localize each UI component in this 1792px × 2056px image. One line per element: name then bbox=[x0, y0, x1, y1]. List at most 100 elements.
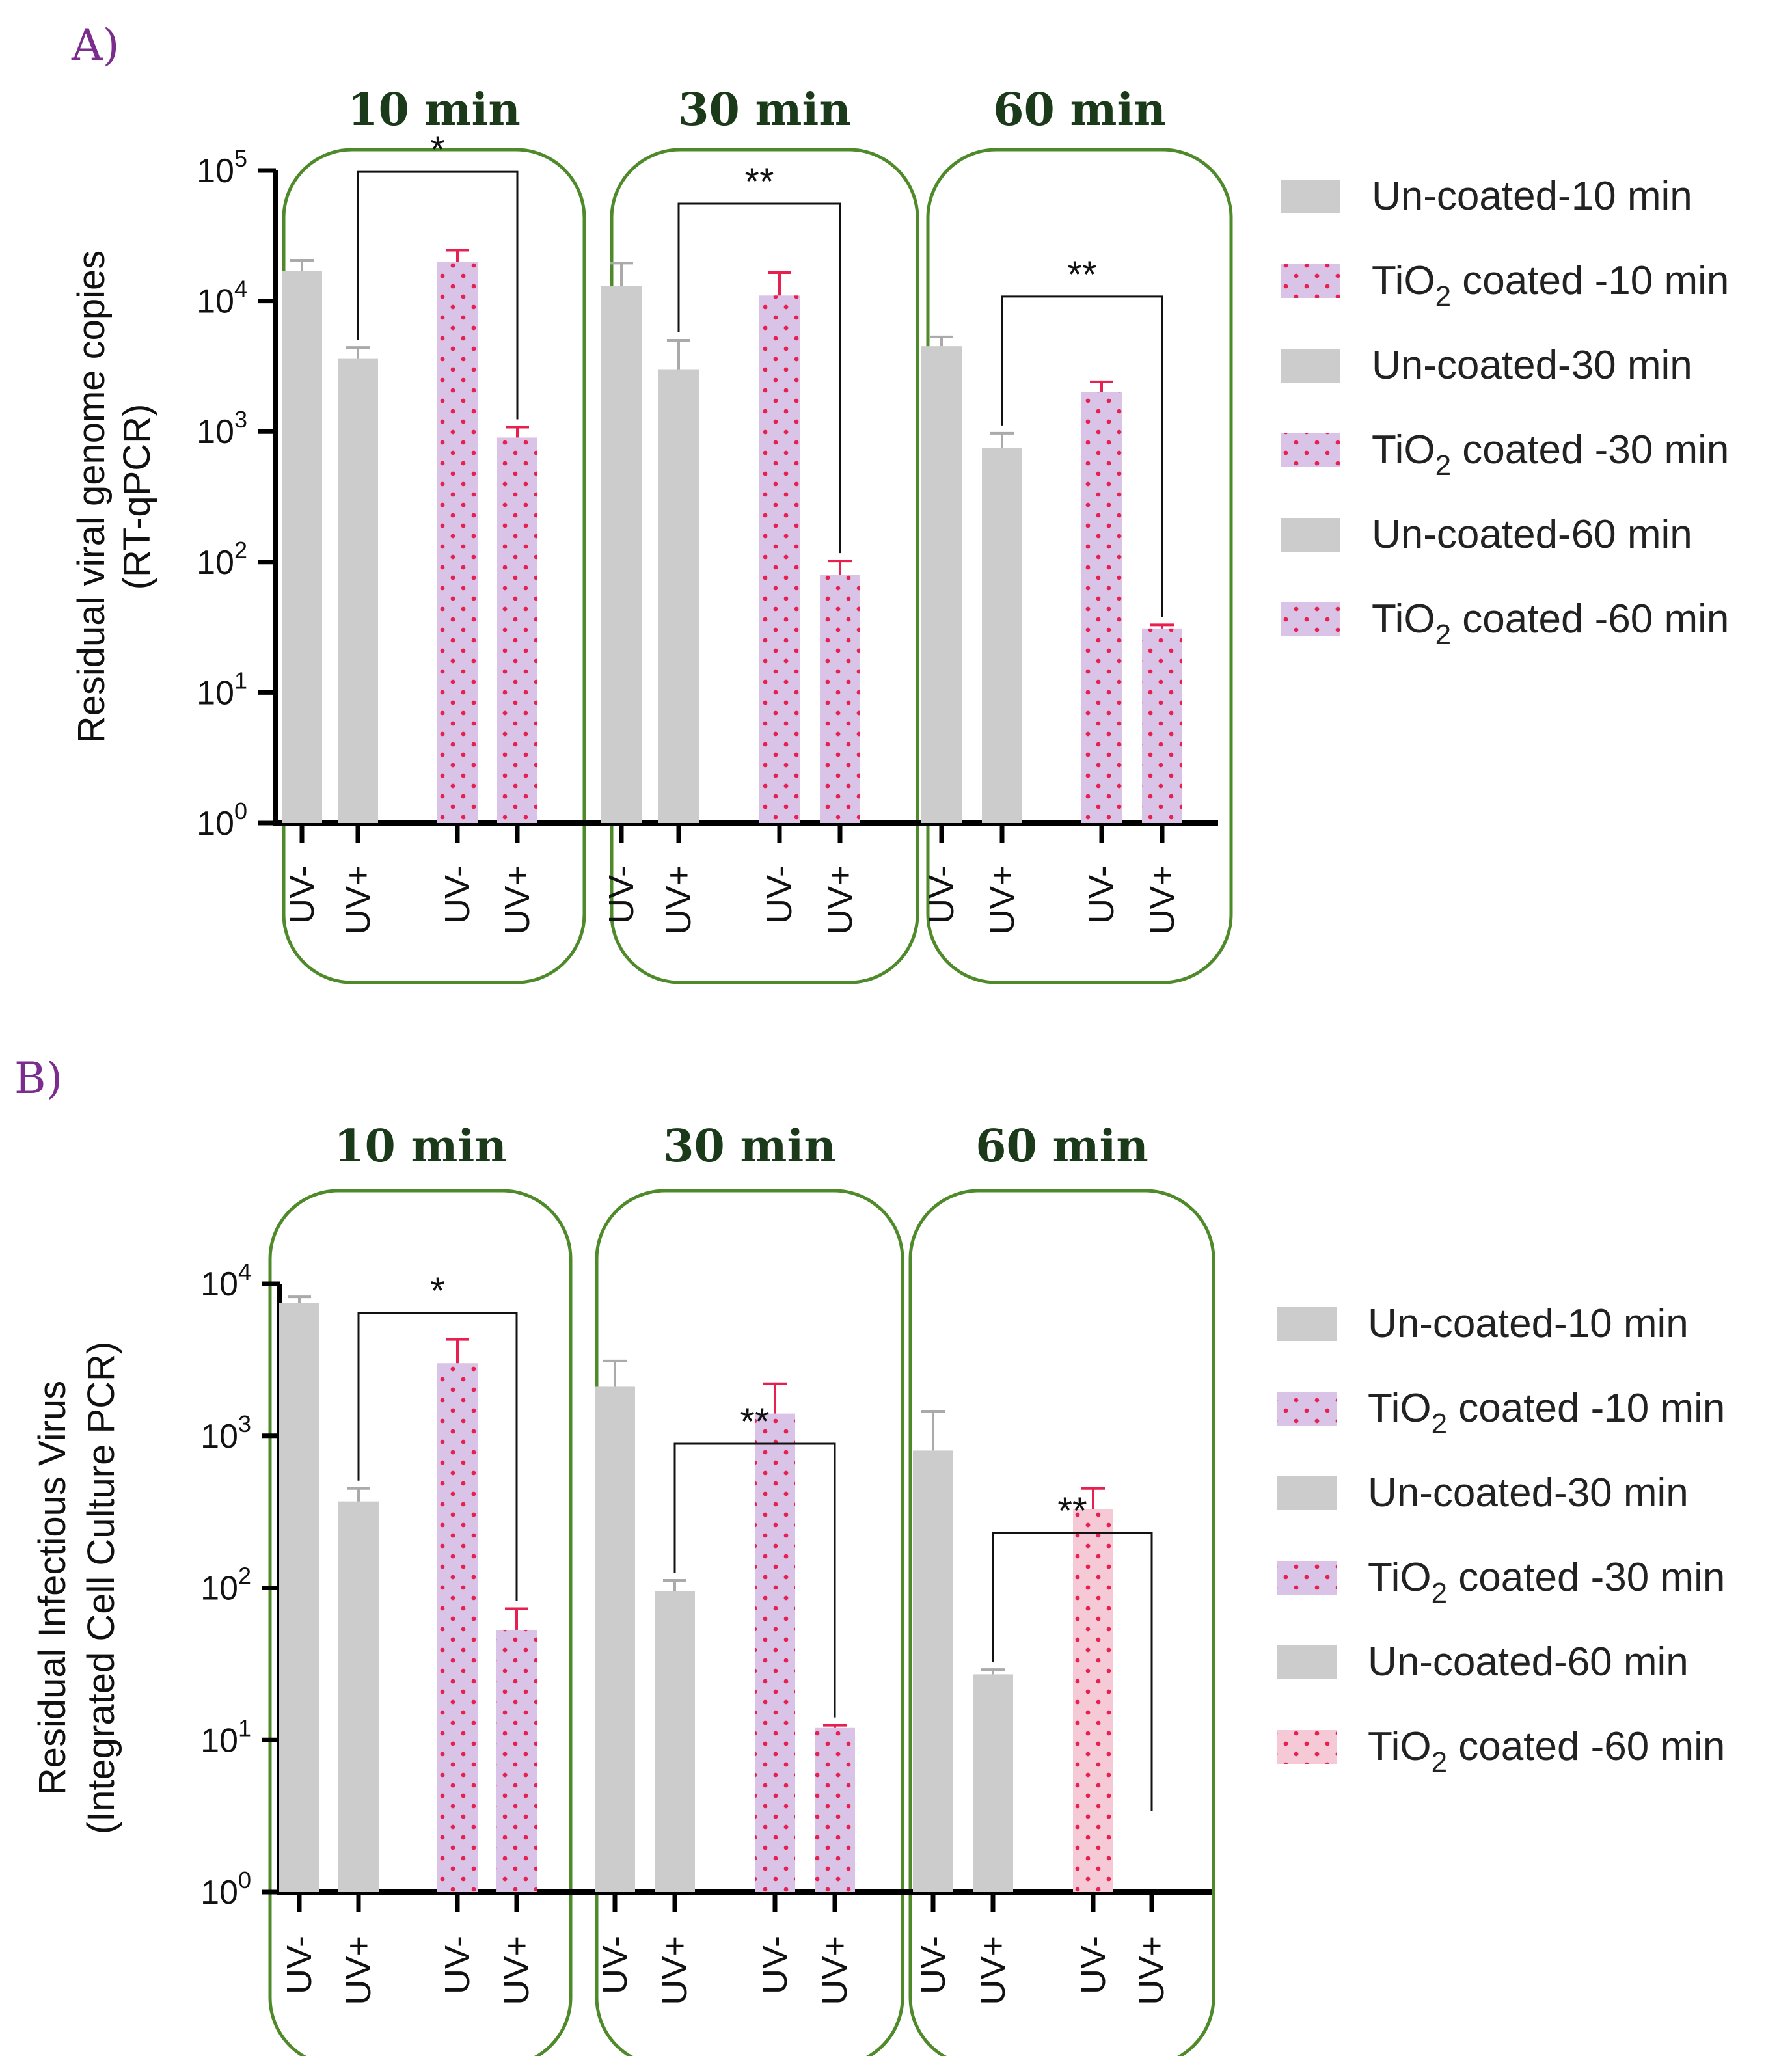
x-category-label: UV+ bbox=[1143, 865, 1182, 935]
group-outline bbox=[595, 1189, 904, 2056]
group-title: 30 min bbox=[678, 84, 851, 136]
legend-entry: Un-coated-60 min bbox=[1372, 512, 1692, 557]
x-category-label: UV- bbox=[438, 865, 477, 924]
x-category-label: UV- bbox=[755, 1936, 794, 1994]
y-tick-label: 101 bbox=[197, 667, 247, 712]
legend-swatch bbox=[1277, 1307, 1337, 1341]
bar-uncoated bbox=[338, 1501, 379, 1892]
y-axis-subtitle: (RT-qPCR) bbox=[116, 404, 158, 590]
y-tick-label: 103 bbox=[197, 406, 247, 451]
legend-entry: TiO2 coated -10 min bbox=[1368, 1386, 1725, 1440]
legend-entry: TiO2 coated -30 min bbox=[1368, 1555, 1725, 1609]
x-category-label: UV- bbox=[1082, 865, 1121, 924]
bar-coated bbox=[1081, 392, 1122, 823]
bar-uncoated bbox=[282, 271, 322, 823]
significance-bracket bbox=[992, 1532, 1153, 1811]
significance-marker: ** bbox=[1067, 254, 1096, 296]
y-tick-label: 104 bbox=[197, 276, 247, 321]
y-axis-title: Residual viral genome copies bbox=[70, 250, 113, 744]
y-tick-label: 105 bbox=[197, 145, 247, 190]
significance-bracket bbox=[357, 170, 519, 420]
x-category-label: UV- bbox=[282, 865, 321, 924]
bar-uncoated bbox=[982, 448, 1022, 823]
legend-swatch bbox=[1281, 518, 1340, 552]
legend-swatch bbox=[1281, 349, 1340, 383]
bar-coated bbox=[437, 262, 478, 823]
x-category-label: UV+ bbox=[973, 1936, 1012, 2005]
bar-uncoated bbox=[338, 358, 378, 823]
legend-entry: TiO2 coated -60 min bbox=[1372, 597, 1729, 651]
group-title: 60 min bbox=[993, 84, 1166, 136]
legend-entry: TiO2 coated -10 min bbox=[1372, 258, 1729, 312]
x-category-label: UV+ bbox=[821, 865, 860, 935]
x-category-label: UV+ bbox=[498, 865, 537, 935]
bar-coated bbox=[820, 575, 860, 823]
x-category-label: UV- bbox=[922, 865, 961, 924]
x-category-label: UV- bbox=[280, 1936, 319, 1994]
significance-marker: ** bbox=[740, 1401, 769, 1443]
group-outline bbox=[908, 1189, 1215, 2056]
significance-bracket bbox=[673, 1442, 836, 1718]
x-category-label: UV- bbox=[595, 1936, 634, 1994]
significance-marker: ** bbox=[1057, 1490, 1087, 1532]
bar-uncoated bbox=[921, 346, 962, 823]
bar-coated bbox=[759, 295, 800, 823]
x-category-label: UV+ bbox=[1132, 1936, 1171, 2005]
panel-b-chart: B) 10 min 30 min 60 min 100 101 102 103 104 Resid… bbox=[14, 1053, 1725, 2056]
significance-marker: * bbox=[430, 129, 445, 171]
x-category-label: UV- bbox=[760, 865, 799, 924]
y-tick-label: 103 bbox=[200, 1411, 251, 1455]
group-title: 10 min bbox=[347, 84, 521, 136]
group-outline bbox=[282, 148, 586, 984]
significance-marker: * bbox=[430, 1270, 445, 1312]
group-title: 60 min bbox=[975, 1120, 1148, 1172]
bar-coated bbox=[755, 1413, 795, 1892]
bar-uncoated bbox=[913, 1450, 953, 1892]
bar-coated bbox=[1073, 1509, 1113, 1892]
group-outline bbox=[268, 1189, 573, 2056]
legend-entry: TiO2 coated -60 min bbox=[1368, 1724, 1725, 1778]
legend-swatch bbox=[1281, 433, 1340, 467]
significance-bracket bbox=[677, 202, 841, 554]
x-category-label: UV- bbox=[914, 1936, 953, 1994]
x-category-label: UV+ bbox=[497, 1936, 536, 2005]
y-tick-label: 100 bbox=[197, 798, 247, 843]
y-tick-label: 104 bbox=[200, 1258, 251, 1303]
bar-coated bbox=[497, 437, 537, 823]
x-category-label: UV+ bbox=[338, 865, 377, 935]
y-tick-label: 102 bbox=[197, 537, 247, 582]
y-tick-label: 100 bbox=[200, 1867, 251, 1912]
legend-swatch bbox=[1277, 1476, 1337, 1510]
legend-entry: Un-coated-30 min bbox=[1372, 343, 1692, 388]
bar-uncoated bbox=[655, 1591, 695, 1892]
legend-swatch bbox=[1277, 1392, 1337, 1426]
bar-coated bbox=[815, 1727, 855, 1892]
legend-swatch bbox=[1281, 264, 1340, 298]
legend-entry: Un-coated-10 min bbox=[1368, 1301, 1689, 1346]
significance-bracket bbox=[1001, 295, 1163, 617]
bar-uncoated bbox=[601, 286, 642, 824]
bar-coated bbox=[437, 1363, 478, 1892]
y-axis-title: Residual Infectious Virus bbox=[31, 1381, 74, 1795]
x-category-label: UV+ bbox=[815, 1936, 854, 2005]
bar-uncoated bbox=[973, 1674, 1013, 1892]
legend-entry: Un-coated-30 min bbox=[1368, 1470, 1689, 1515]
legend-swatch bbox=[1277, 1730, 1337, 1764]
significance-marker: ** bbox=[744, 161, 774, 203]
bar-coated bbox=[1142, 628, 1182, 823]
y-axis-subtitle: (Integrated Cell Culture PCR) bbox=[80, 1342, 122, 1835]
x-category-label: UV+ bbox=[983, 865, 1022, 935]
x-category-label: UV+ bbox=[655, 1936, 694, 2005]
x-category-label: UV- bbox=[438, 1936, 477, 1994]
legend-entry: Un-coated-10 min bbox=[1372, 174, 1692, 219]
legend-entry: TiO2 coated -30 min bbox=[1372, 427, 1729, 481]
x-category-label: UV+ bbox=[339, 1936, 378, 2005]
panel-label: A) bbox=[71, 20, 119, 70]
y-tick-label: 101 bbox=[200, 1714, 251, 1759]
panel-label: B) bbox=[14, 1053, 62, 1103]
significance-bracket bbox=[357, 1312, 518, 1601]
bar-coated bbox=[496, 1629, 537, 1892]
group-title: 30 min bbox=[663, 1120, 836, 1172]
legend-entry: Un-coated-60 min bbox=[1368, 1640, 1689, 1684]
